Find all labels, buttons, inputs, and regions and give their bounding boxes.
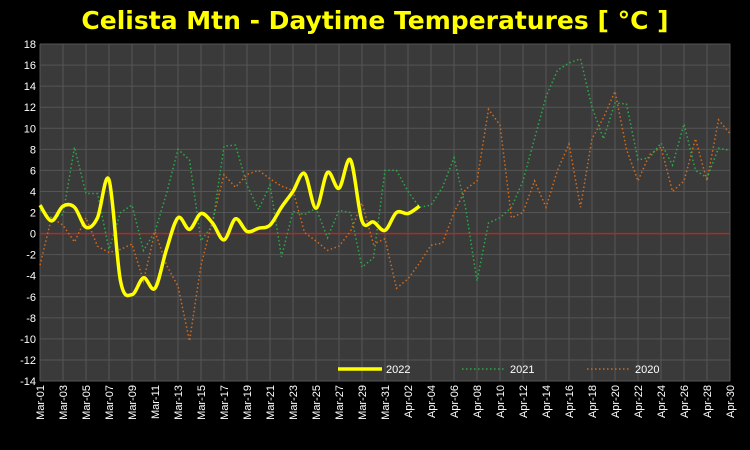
x-tick-label: Mar-21: [265, 385, 277, 420]
x-tick-label: Mar-13: [173, 385, 185, 420]
y-tick-label: 18: [24, 39, 36, 51]
legend-label-2021: 2021: [510, 364, 534, 376]
x-tick-label: Mar-01: [35, 385, 47, 420]
y-tick-label: -10: [20, 334, 36, 346]
y-tick-label: 16: [24, 60, 36, 72]
y-tick-label: 14: [24, 81, 36, 93]
x-tick-label: Apr-16: [564, 385, 576, 418]
series-line-2021: [39, 57, 731, 282]
y-tick-label: -8: [26, 313, 36, 325]
x-tick-label: Mar-07: [104, 385, 116, 420]
x-tick-label: Mar-19: [242, 385, 254, 420]
legend-label-2020: 2020: [635, 364, 659, 376]
y-tick-label: -6: [26, 292, 36, 304]
x-tick-label: Apr-04: [426, 385, 438, 418]
y-axis-ticks: 18 16 14 12 10 8 6 4 2 0 -2 -4 -6 -8 -10 -12 -14: [20, 39, 36, 388]
y-tick-label: -14: [20, 376, 36, 388]
legend: 2022 2021 2020: [338, 364, 659, 376]
y-tick-label: 8: [30, 144, 36, 156]
y-tick-label: 4: [30, 186, 36, 198]
x-tick-label: Apr-20: [610, 385, 622, 418]
x-tick-label: Mar-29: [357, 385, 369, 420]
x-tick-label: Apr-12: [518, 385, 530, 418]
x-axis-ticks: Mar-01 Mar-03 Mar-05 Mar-07 Mar-09 Mar-11 Mar-…: [35, 385, 737, 420]
y-tick-label: 12: [24, 102, 36, 114]
x-tick-label: Apr-08: [472, 385, 484, 418]
legend-label-2022: 2022: [386, 364, 410, 376]
x-tick-label: Mar-31: [380, 385, 392, 420]
x-tick-label: Mar-23: [288, 385, 300, 420]
y-tick-label: 10: [24, 123, 36, 135]
y-tick-label: 0: [30, 229, 36, 241]
x-tick-label: Apr-18: [587, 385, 599, 418]
x-tick-label: Mar-05: [81, 385, 93, 420]
x-tick-label: Apr-28: [702, 385, 714, 418]
series-group: [38, 57, 731, 342]
y-tick-label: -4: [26, 271, 36, 283]
series-line-2020: [39, 88, 731, 342]
x-tick-label: Apr-24: [656, 385, 668, 418]
x-tick-label: Mar-27: [334, 385, 346, 420]
x-tick-label: Mar-03: [58, 385, 70, 420]
x-tick-label: Mar-25: [311, 385, 323, 420]
x-tick-label: Mar-17: [219, 385, 231, 420]
series-line-2022: [38, 157, 421, 298]
x-tick-label: Apr-26: [679, 385, 691, 418]
x-tick-label: Apr-30: [725, 385, 737, 418]
x-tick-label: Apr-22: [633, 385, 645, 418]
y-tick-label: 6: [30, 165, 36, 177]
chart-title: Celista Mtn - Daytime Temperatures [ °C …: [81, 6, 669, 35]
y-tick-label: -2: [26, 250, 36, 262]
x-tick-label: Mar-09: [127, 385, 139, 420]
x-tick-label: Apr-06: [449, 385, 461, 418]
x-tick-label: Mar-11: [150, 385, 162, 419]
x-tick-label: Apr-02: [403, 385, 415, 418]
x-tick-label: Apr-14: [541, 385, 553, 418]
y-tick-label: -12: [20, 355, 36, 367]
x-tick-label: Apr-10: [495, 385, 507, 418]
y-tick-label: 2: [30, 208, 36, 220]
x-tick-label: Mar-15: [196, 385, 208, 420]
